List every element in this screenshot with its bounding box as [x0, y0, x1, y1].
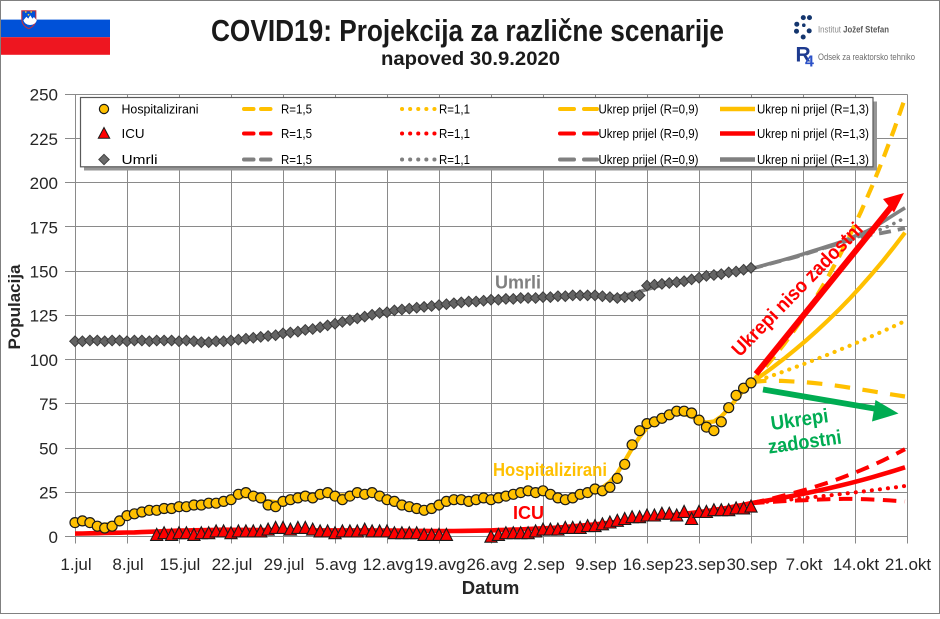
svg-text:19.avg: 19.avg — [414, 555, 465, 574]
svg-text:175: 175 — [30, 218, 58, 237]
svg-text:R=1,1: R=1,1 — [439, 152, 470, 167]
svg-text:1.jul: 1.jul — [60, 555, 91, 574]
svg-text:8.jul: 8.jul — [112, 555, 143, 574]
svg-text:ICU: ICU — [122, 126, 145, 141]
svg-text:napoved 30.9.2020: napoved 30.9.2020 — [381, 48, 560, 70]
svg-text:0: 0 — [49, 528, 58, 547]
svg-text:R: R — [796, 44, 811, 67]
svg-text:Hospitalizirani: Hospitalizirani — [122, 102, 199, 117]
svg-text:R=1,5: R=1,5 — [281, 102, 312, 117]
svg-text:225: 225 — [30, 130, 58, 149]
svg-text:COVID19: Projekcija za različn: COVID19: Projekcija za različne scenarij… — [211, 14, 724, 48]
svg-text:2.sep: 2.sep — [523, 555, 565, 574]
svg-text:Populacija: Populacija — [5, 264, 24, 350]
svg-text:Datum: Datum — [462, 577, 520, 598]
svg-text:Odsek za reaktorsko tehniko: Odsek za reaktorsko tehniko — [818, 52, 915, 63]
svg-text:21.okt: 21.okt — [885, 555, 932, 574]
svg-text:16.sep: 16.sep — [622, 555, 673, 574]
svg-text:Ukrep prijel (R=0,9): Ukrep prijel (R=0,9) — [599, 152, 699, 167]
svg-text:7.okt: 7.okt — [786, 555, 823, 574]
svg-text:R=1,5: R=1,5 — [281, 126, 312, 141]
svg-text:Institut Jožef Stefan: Institut Jožef Stefan — [818, 25, 889, 36]
svg-text:22.jul: 22.jul — [212, 555, 253, 574]
svg-text:Umrli: Umrli — [495, 273, 541, 293]
svg-text:75: 75 — [39, 395, 58, 414]
svg-text:Ukrep prijel (R=0,9): Ukrep prijel (R=0,9) — [599, 102, 699, 117]
svg-text:Umrli: Umrli — [122, 152, 158, 167]
svg-text:4: 4 — [805, 54, 814, 71]
svg-text:14.okt: 14.okt — [833, 555, 880, 574]
svg-text:30.sep: 30.sep — [726, 555, 777, 574]
svg-text:200: 200 — [30, 174, 58, 193]
svg-text:R=1,1: R=1,1 — [439, 126, 470, 141]
svg-text:R=1,5: R=1,5 — [281, 152, 312, 167]
svg-text:25: 25 — [39, 484, 58, 503]
svg-text:Ukrep ni prijel (R=1,3): Ukrep ni prijel (R=1,3) — [757, 152, 869, 167]
svg-text:23.sep: 23.sep — [674, 555, 725, 574]
svg-text:5.avg: 5.avg — [315, 555, 357, 574]
svg-text:26.avg: 26.avg — [466, 555, 517, 574]
svg-text:12.avg: 12.avg — [362, 555, 413, 574]
svg-text:Ukrep ni prijel (R=1,3): Ukrep ni prijel (R=1,3) — [757, 102, 869, 117]
svg-text:Ukrep prijel (R=0,9): Ukrep prijel (R=0,9) — [599, 126, 699, 141]
svg-text:Hospitalizirani: Hospitalizirani — [493, 460, 607, 480]
svg-text:125: 125 — [30, 307, 58, 326]
svg-text:29.jul: 29.jul — [264, 555, 305, 574]
svg-text:15.jul: 15.jul — [160, 555, 201, 574]
svg-text:50: 50 — [39, 439, 58, 458]
svg-text:Ukrep ni prijel (R=1,3): Ukrep ni prijel (R=1,3) — [757, 126, 869, 141]
svg-text:100: 100 — [30, 351, 58, 370]
svg-text:R=1,1: R=1,1 — [439, 102, 470, 117]
svg-text:250: 250 — [30, 86, 58, 105]
svg-text:ICU: ICU — [513, 503, 544, 523]
svg-text:9.sep: 9.sep — [575, 555, 617, 574]
svg-text:150: 150 — [30, 263, 58, 282]
